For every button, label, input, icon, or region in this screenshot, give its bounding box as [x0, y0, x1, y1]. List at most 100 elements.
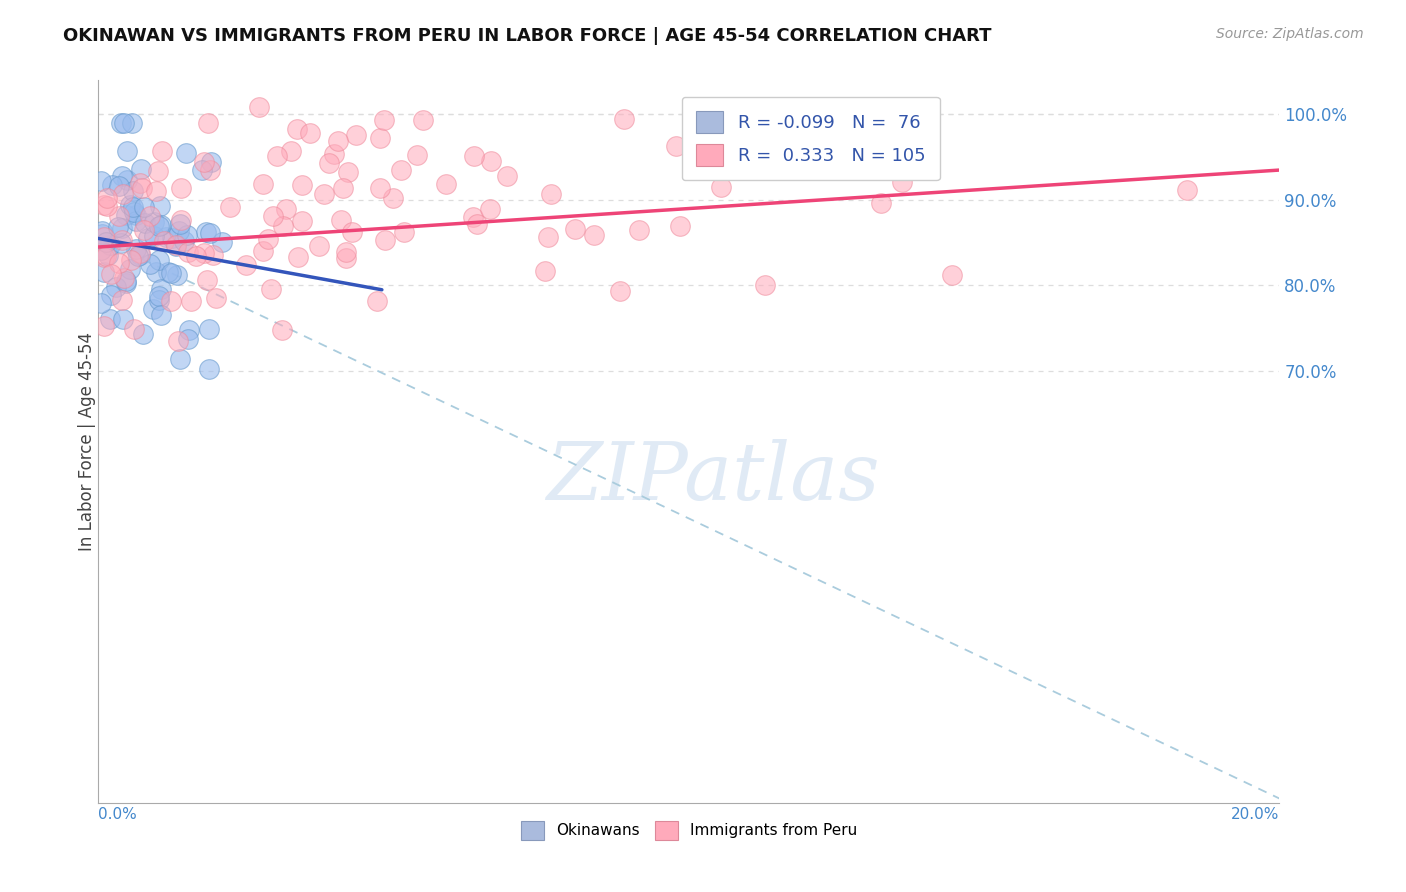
Point	[94, 249, 117, 263]
Point	[198, 322, 221, 336]
Point	[93, 250, 115, 264]
Point	[465, 217, 488, 231]
Point	[336, 165, 359, 179]
Point	[179, 323, 201, 337]
Point	[165, 239, 187, 253]
Point	[276, 202, 298, 217]
Point	[142, 302, 165, 317]
Point	[412, 113, 434, 128]
Point	[406, 148, 429, 162]
Point	[93, 265, 115, 279]
Point	[122, 204, 145, 219]
Point	[111, 233, 134, 247]
Point	[198, 162, 221, 177]
Point	[318, 156, 340, 170]
Point	[291, 178, 314, 192]
Point	[138, 209, 160, 223]
Point	[669, 219, 692, 233]
Point	[285, 121, 308, 136]
Point	[540, 186, 562, 201]
Point	[120, 253, 142, 268]
Point	[814, 110, 837, 124]
Legend: Okinawans, Immigrants from Peru: Okinawans, Immigrants from Peru	[515, 815, 863, 846]
Point	[434, 177, 457, 191]
Point	[890, 175, 912, 189]
Point	[330, 213, 353, 227]
Point	[134, 223, 156, 237]
Point	[98, 312, 121, 326]
Point	[609, 284, 631, 298]
Point	[111, 186, 134, 201]
Point	[150, 144, 173, 158]
Point	[104, 280, 127, 294]
Point	[211, 235, 233, 249]
Point	[200, 155, 222, 169]
Point	[373, 112, 395, 127]
Point	[94, 235, 117, 250]
Point	[155, 229, 177, 244]
Point	[271, 219, 294, 234]
Point	[131, 326, 153, 341]
Point	[252, 244, 274, 259]
Point	[148, 293, 170, 307]
Point	[110, 116, 132, 130]
Point	[120, 197, 142, 211]
Point	[280, 144, 302, 158]
Point	[90, 244, 112, 258]
Point	[335, 245, 357, 260]
Point	[111, 293, 134, 307]
Point	[101, 178, 124, 192]
Point	[184, 249, 207, 263]
Point	[534, 263, 557, 277]
Point	[200, 226, 222, 240]
Point	[131, 181, 153, 195]
Text: Source: ZipAtlas.com: Source: ZipAtlas.com	[1216, 27, 1364, 41]
Point	[323, 146, 346, 161]
Point	[115, 172, 138, 186]
Point	[219, 201, 242, 215]
Point	[170, 181, 193, 195]
Point	[564, 222, 586, 236]
Point	[129, 161, 152, 176]
Point	[478, 202, 501, 216]
Point	[941, 268, 963, 282]
Point	[108, 179, 131, 194]
Point	[139, 257, 162, 271]
Point	[370, 131, 392, 145]
Point	[122, 322, 145, 336]
Point	[148, 163, 170, 178]
Point	[1177, 183, 1199, 197]
Point	[710, 180, 733, 194]
Point	[193, 155, 215, 169]
Point	[115, 276, 138, 290]
Point	[118, 262, 141, 277]
Point	[115, 274, 138, 288]
Point	[197, 362, 219, 376]
Point	[91, 227, 114, 242]
Point	[366, 294, 388, 309]
Point	[202, 248, 225, 262]
Point	[169, 217, 191, 231]
Point	[149, 219, 172, 233]
Point	[162, 230, 184, 244]
Point	[613, 112, 636, 127]
Point	[93, 230, 115, 244]
Point	[394, 225, 416, 239]
Point	[153, 234, 176, 248]
Point	[112, 271, 135, 285]
Point	[148, 253, 170, 268]
Point	[125, 208, 148, 222]
Point	[252, 177, 274, 191]
Point	[260, 282, 283, 296]
Point	[122, 200, 145, 214]
Point	[160, 294, 183, 309]
Point	[205, 291, 228, 305]
Point	[129, 177, 152, 191]
Y-axis label: In Labor Force | Age 45-54: In Labor Force | Age 45-54	[79, 332, 96, 551]
Point	[167, 334, 190, 349]
Point	[754, 277, 776, 292]
Point	[177, 244, 200, 259]
Point	[148, 289, 170, 303]
Point	[308, 238, 330, 252]
Point	[262, 209, 284, 223]
